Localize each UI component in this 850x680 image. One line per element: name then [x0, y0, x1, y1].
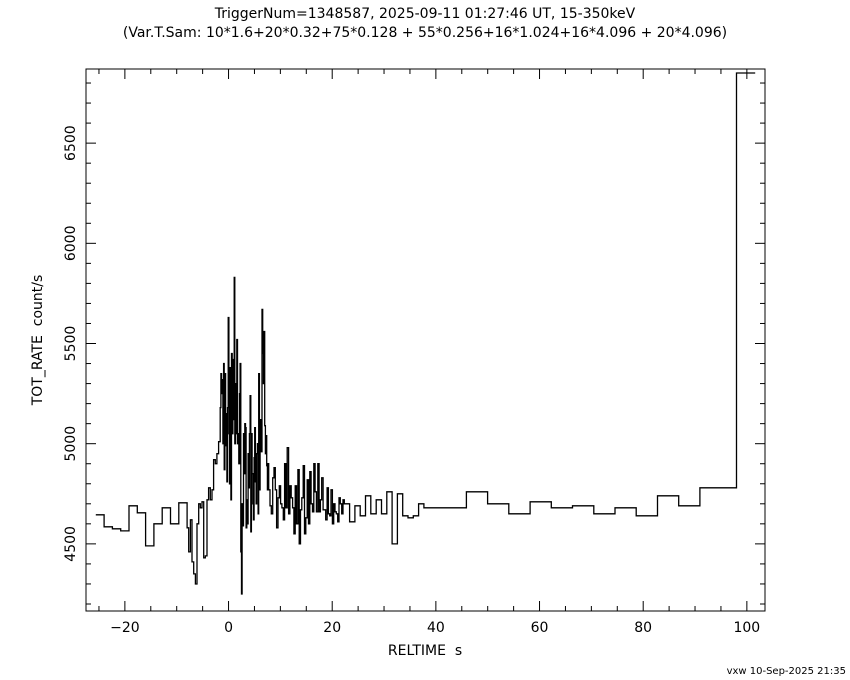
x-tick-label: 60	[531, 620, 549, 636]
x-axis-label: RELTIME s	[388, 643, 462, 659]
y-tick-label: 4500	[63, 526, 79, 562]
x-tick-label: 0	[224, 620, 233, 636]
x-tick-label: 20	[323, 620, 341, 636]
plot-frame	[85, 68, 766, 612]
x-tick-label: 40	[427, 620, 445, 636]
chart-title: TriggerNum=1348587, 2025-09-11 01:27:46 …	[214, 6, 636, 22]
axis-tick-labels: −20 0 20 40 60 80 100 4500 5000 5500 6000 6500	[63, 125, 760, 636]
x-tick-label: 100	[733, 620, 760, 636]
x-tick-label: 80	[634, 620, 652, 636]
rate-step-line	[95, 72, 756, 595]
x-tick-label: −20	[110, 620, 140, 636]
y-tick-label: 5000	[63, 426, 79, 462]
y-axis-label: TOT_RATE count/s	[30, 275, 46, 407]
y-tick-label: 6000	[63, 226, 79, 262]
footer-timestamp: vxw 10-Sep-2025 21:35	[727, 666, 846, 677]
axis-ticks	[86, 69, 765, 611]
y-tick-label: 5500	[63, 326, 79, 362]
chart-subtitle: (Var.T.Sam: 10*1.6+20*0.32+75*0.128 + 55…	[123, 25, 727, 41]
y-tick-label: 6500	[63, 125, 79, 161]
